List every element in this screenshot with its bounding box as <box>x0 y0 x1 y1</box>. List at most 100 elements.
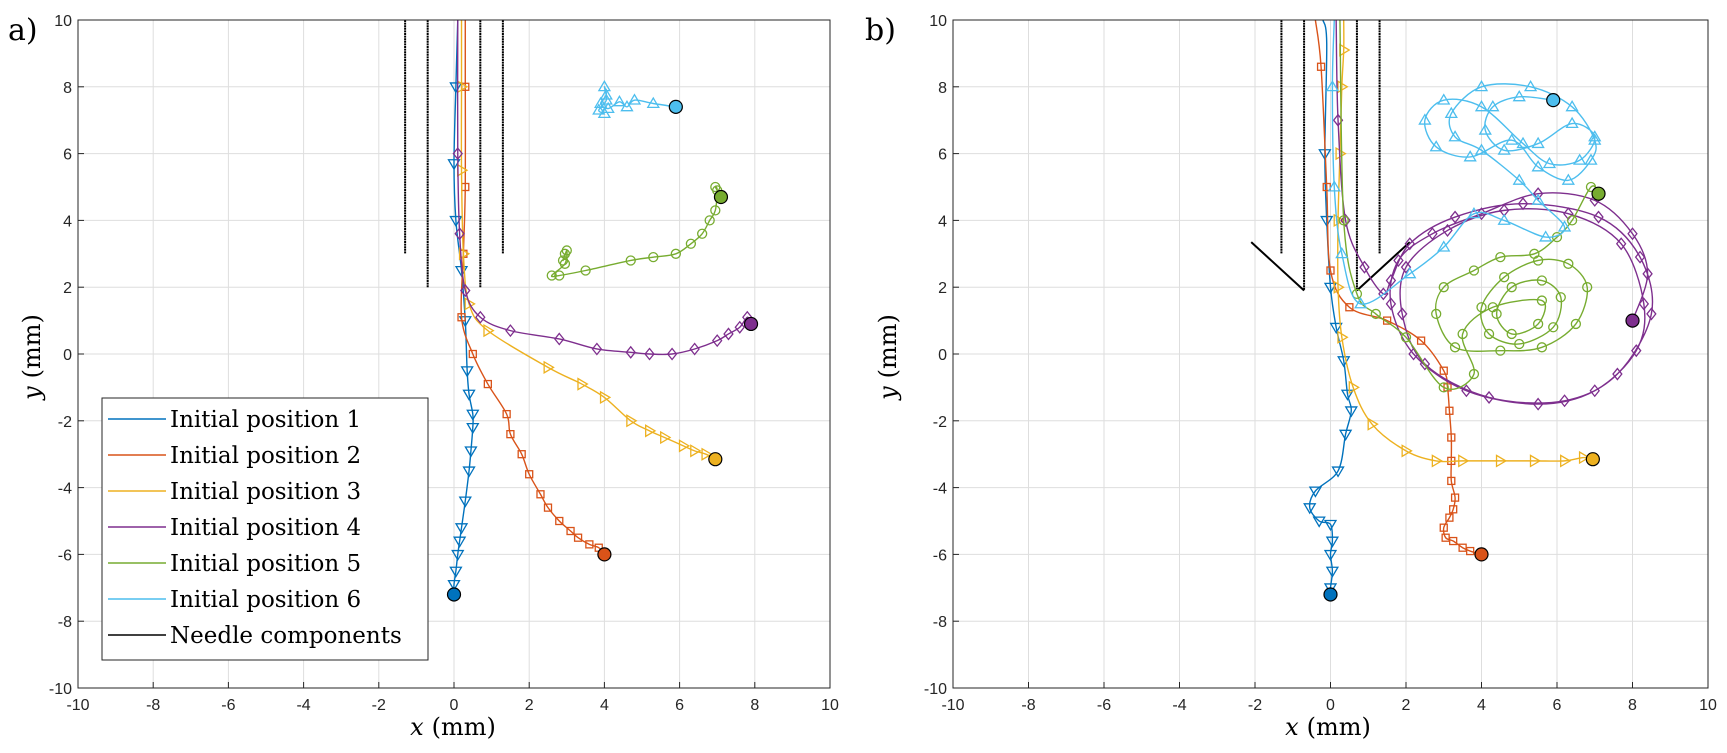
panel-a-series-5-marker-11 <box>554 270 565 281</box>
panel-a-series-2-marker-4 <box>566 526 575 536</box>
panel-a-series-1-marker-7 <box>462 466 476 478</box>
panel-b-series <box>1303 20 1657 602</box>
panel-b-series-4-marker-21 <box>1419 357 1431 371</box>
panel-b-series-5-marker-33 <box>1370 308 1381 320</box>
panel-b-series-6-marker-30 <box>1539 230 1553 242</box>
panel-a-series-6-marker-11 <box>597 106 612 119</box>
panel-b-series-3-marker-1 <box>1578 450 1591 465</box>
panel-b-series-6-marker-33 <box>1437 240 1451 252</box>
panel-b-series-4-marker-15 <box>1615 237 1627 251</box>
legend-item-3: Initial position 3 <box>108 479 361 505</box>
panel-a-series-3-marker-10 <box>483 323 495 338</box>
legend-label-1: Initial position 1 <box>170 407 361 433</box>
panel-a-series-4-marker-12 <box>475 310 486 324</box>
legend-item-2: Initial position 2 <box>108 443 361 469</box>
panel-b-x-tick-label-6: 2 <box>1402 697 1411 714</box>
panel-a-needles <box>404 20 504 288</box>
panel-a-series-6-marker-8 <box>597 80 612 92</box>
panel-a-y-axis-label: y(mm) <box>18 314 46 401</box>
panel-b-series-6-marker-2 <box>1486 100 1500 112</box>
panel-b-series-1-marker-10 <box>1338 429 1353 441</box>
panel-a-y-tick-label-2: -6 <box>58 547 72 564</box>
panel-b-series-4-marker-29 <box>1449 210 1461 224</box>
panel-b-series-6-marker-15 <box>1463 150 1477 162</box>
panel-a-series-1-marker-16 <box>447 159 461 171</box>
panel-b-series-4-marker-27 <box>1593 210 1604 224</box>
panel-b-series-2-marker-12 <box>1445 406 1454 415</box>
panel-a-series-1-marker-1 <box>447 579 461 592</box>
panel-b-series-4-marker-20 <box>1396 307 1408 321</box>
panel-a-series-1-marker-17 <box>449 82 463 94</box>
panel-b-series-4-marker-33 <box>1359 260 1370 274</box>
panel-b-series-6-marker-14 <box>1429 140 1443 152</box>
panel-a-series-5-marker-12 <box>546 270 557 281</box>
panel-a-series-2-marker-12 <box>483 379 492 389</box>
panel-b-series-6-marker-24 <box>1444 106 1458 119</box>
panel-b-series-3-line <box>1336 20 1594 463</box>
panel-a-series-3-marker-9 <box>543 360 555 374</box>
panel-b-x-tick-label-8: 6 <box>1553 697 1562 714</box>
panel-b-series-4-marker-14 <box>1638 297 1650 311</box>
panel-a-series-2 <box>457 20 605 555</box>
panel-a-series-3-marker-3 <box>678 439 691 453</box>
panel-b-y-tick-label-1: -8 <box>933 614 947 631</box>
panel-a-x-tick-label-8: 6 <box>675 697 684 714</box>
panel-b-series-3-marker-10 <box>1337 330 1349 344</box>
panel-b-series-4-marker-26 <box>1634 250 1646 264</box>
panel-a-series-3-marker-1 <box>701 447 713 461</box>
panel-b-series-6-marker-16 <box>1505 133 1519 145</box>
panel-a-y-tick-label-5: 0 <box>63 347 72 364</box>
panel-b-series-6-marker-13 <box>1418 113 1432 125</box>
panel-a-series-4-marker-13 <box>460 283 471 298</box>
panel-b-series-4-marker-19 <box>1400 260 1412 274</box>
panel-b-series-5-marker-30 <box>1468 368 1480 380</box>
panel-b-series-5 <box>1338 20 1600 393</box>
panel-b-x-tick-label-4: -2 <box>1248 697 1262 714</box>
panel-b-series-6-marker-25 <box>1448 130 1462 142</box>
panel-b-series-5-marker-29 <box>1457 328 1468 340</box>
panel-b-series-6-marker-19 <box>1584 153 1598 165</box>
panel-b-series-5-marker-18 <box>1483 328 1495 340</box>
panel-b-ticks: -10 -8 -6 -4 -2 0 2 4 6 8 10 -10 -8 -6 -4 -2 0 2 4 6 8 10 <box>924 13 1717 714</box>
panel-a-series-4-marker-7 <box>644 347 655 361</box>
panel-b-series-5-marker-35 <box>1338 215 1349 226</box>
panel-b-y-tick-label-4: -2 <box>933 414 947 431</box>
panel-a-series-4-marker-9 <box>591 342 603 356</box>
panel-b-series-1-marker-5 <box>1323 519 1338 532</box>
panel-b-series-6-marker-12 <box>1437 93 1451 105</box>
panel-a-series-2-marker-3 <box>573 533 583 542</box>
panel-b-series-1-marker-7 <box>1303 503 1317 515</box>
panel-b-series-5-marker-12 <box>1570 318 1582 330</box>
panel-b-series-5-marker-19 <box>1514 338 1525 350</box>
panel-a-y-tick-label-3: -4 <box>58 481 72 498</box>
panel-b-series-6-marker-3 <box>1478 123 1492 135</box>
panel-b-series-6-marker-6 <box>1565 116 1579 129</box>
panel-b-series-3-marker-12 <box>1333 213 1345 228</box>
panel-b-needle-6 <box>1356 241 1411 292</box>
panel-b-y-tick-label-5: 0 <box>938 347 947 364</box>
panel-b-series-2-marker-7 <box>1449 505 1458 514</box>
panel-b-series-6-marker-9 <box>1542 156 1557 169</box>
panel-b-series-3 <box>1333 20 1594 468</box>
panel-a-x-tick-label-6: 2 <box>525 697 534 714</box>
panel-a-series-3-marker-11 <box>464 297 476 311</box>
panel-b-series-6-marker-21 <box>1565 100 1579 112</box>
panel-b-x-tick-label-7: 4 <box>1477 697 1486 714</box>
panel-b-series-4-marker-4 <box>1532 187 1544 201</box>
panel-a-y-tick-label-9: 8 <box>63 80 72 97</box>
panel-a-series-3-marker-7 <box>599 390 612 405</box>
panel-b-series-2-marker-18 <box>1326 266 1335 275</box>
panel-a-series-3-marker-2 <box>690 444 702 458</box>
panel-a-series-4-marker-6 <box>666 347 678 361</box>
panel-b-series-5-marker-1 <box>1585 181 1597 193</box>
panel-b-series-5-line <box>1339 20 1600 390</box>
panel-b-series-3-marker-13 <box>1335 146 1347 161</box>
panel-b-series-5-marker-22 <box>1536 275 1548 286</box>
panel-a-series <box>446 20 759 602</box>
panel-a-series-6-marker-1 <box>646 96 660 108</box>
panel-b-series-3-marker-8 <box>1367 417 1379 431</box>
panel-a-series-5-marker-8 <box>648 251 659 263</box>
panel-a-series-3-marker-5 <box>645 424 657 438</box>
panel-a-series-3-marker-12 <box>458 247 471 261</box>
